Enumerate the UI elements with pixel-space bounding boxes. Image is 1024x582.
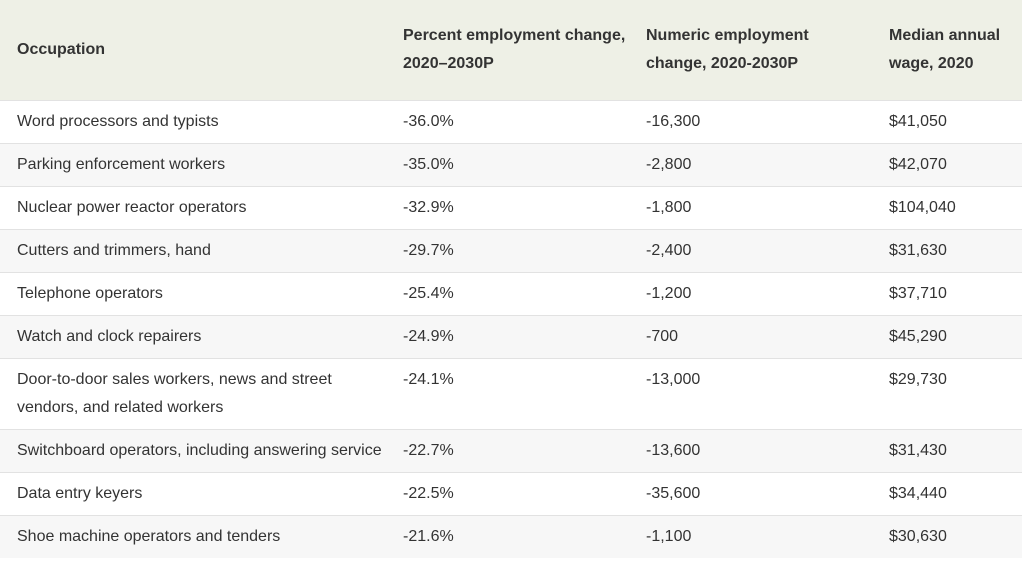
table-cell: $34,440 [879, 472, 1022, 516]
table-cell: -35.0% [393, 143, 636, 187]
data-table: Occupation Percent employment change, 202… [0, 0, 1022, 558]
table-cell: -25.4% [393, 272, 636, 316]
table-cell: $42,070 [879, 143, 1022, 187]
table-cell: $37,710 [879, 272, 1022, 316]
table-row: Data entry keyers -22.5% -35,600 $34,440 [0, 472, 1022, 516]
column-header: Percent employment change, 2020–2030P [393, 0, 636, 101]
occupation-cell: Data entry keyers [0, 472, 393, 516]
occupation-cell: Cutters and trimmers, hand [0, 229, 393, 273]
occupation-cell: Word processors and typists [0, 100, 393, 144]
table-cell: -29.7% [393, 229, 636, 273]
table-row: Shoe machine operators and tenders -21.6%… [0, 515, 1022, 558]
table-cell: -2,800 [636, 143, 879, 187]
table-row: Door-to-door sales workers, news and str… [0, 358, 1022, 430]
occupation-cell: Switchboard operators, including answeri… [0, 429, 393, 473]
table-body: Word processors and typists -36.0% -16,300… [0, 100, 1022, 558]
table-cell: -1,800 [636, 186, 879, 230]
occupation-cell: Telephone operators [0, 272, 393, 316]
table-cell: -16,300 [636, 100, 879, 144]
column-header: Occupation [0, 0, 393, 101]
table-row: Nuclear power reactor operators -32.9% -1,… [0, 186, 1022, 230]
table-cell: -1,100 [636, 515, 879, 558]
table-cell: -32.9% [393, 186, 636, 230]
table-row: Cutters and trimmers, hand -29.7% -2,400 $3… [0, 229, 1022, 273]
column-header: Median annual wage, 2020 [879, 0, 1022, 101]
table-row: Telephone operators -25.4% -1,200 $37,710 [0, 272, 1022, 316]
table-cell: $29,730 [879, 358, 1022, 430]
table-row: Word processors and typists -36.0% -16,300… [0, 100, 1022, 144]
table-cell: $104,040 [879, 186, 1022, 230]
table-cell: $30,630 [879, 515, 1022, 558]
table-cell: -24.9% [393, 315, 636, 359]
occupation-cell: Watch and clock repairers [0, 315, 393, 359]
table-row: Watch and clock repairers -24.9% -700 $45,2… [0, 315, 1022, 359]
table-cell: -35,600 [636, 472, 879, 516]
table-cell: -24.1% [393, 358, 636, 430]
table-row: Switchboard operators, including answeri… [0, 429, 1022, 473]
table-cell: -22.5% [393, 472, 636, 516]
table-cell: $31,430 [879, 429, 1022, 473]
occupation-cell: Nuclear power reactor operators [0, 186, 393, 230]
table-cell: -21.6% [393, 515, 636, 558]
table-cell: -1,200 [636, 272, 879, 316]
occupation-cell: Parking enforcement workers [0, 143, 393, 187]
occupation-cell: Door-to-door sales workers, news and str… [0, 358, 393, 430]
table-cell: $41,050 [879, 100, 1022, 144]
table-cell: $31,630 [879, 229, 1022, 273]
table-cell: -22.7% [393, 429, 636, 473]
table-cell: -36.0% [393, 100, 636, 144]
table-cell: $45,290 [879, 315, 1022, 359]
occupation-cell: Shoe machine operators and tenders [0, 515, 393, 558]
table-row: Parking enforcement workers -35.0% -2,800 $… [0, 143, 1022, 187]
table-cell: -13,600 [636, 429, 879, 473]
column-header: Numeric employment change, 2020-2030P [636, 0, 879, 101]
table-cell: -13,000 [636, 358, 879, 430]
header-row: Occupation Percent employment change, 202… [0, 0, 1022, 101]
table-cell: -700 [636, 315, 879, 359]
table-cell: -2,400 [636, 229, 879, 273]
